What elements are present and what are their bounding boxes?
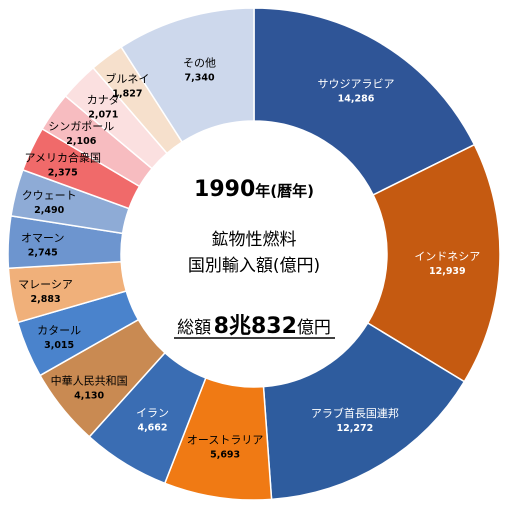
slice-value-14: 7,340 [185,72,215,83]
total-line: 総額 8兆832億円 [177,314,331,339]
slice-value-8: 2,745 [28,248,58,259]
slice-label-10: アメリカ合衆国 [25,151,101,165]
slice-label-11: シンガポール [48,120,114,133]
labels-group: サウジアラビア 14,286 インドネシア 12,939 アラブ首長国連邦 12,272 オ… [18,56,480,460]
title-year: 1990 [194,177,255,202]
slice-label-8: オマーン [21,232,64,245]
donut-hole [121,121,387,387]
slice-label-1: インドネシア [414,250,480,263]
slice-label-3: オーストラリア [187,433,263,446]
title-year-line: 1990年(暦年) [194,177,314,202]
slice-value-13: 1,827 [112,89,142,100]
slice-label-7: マレーシア [18,278,73,291]
total-value: 8兆832 [214,314,297,339]
slice-label-9: クウェート [22,189,77,202]
center-title-group: 1990年(暦年) 鉱物性燃料 国別輸入額(億円) 総額 8兆832億円 [174,177,335,339]
total-label: 総額 [177,318,211,338]
slice-value-10: 2,375 [48,168,78,179]
slice-label-6: カタール [37,324,81,337]
slice-label-13: ブルネイ [105,72,149,86]
slice-value-11: 2,106 [66,136,96,147]
slice-label-5: 中華人民共和国 [51,374,128,387]
title-line1: 鉱物性燃料 [212,230,297,250]
slice-label-12: カナダ [87,93,120,107]
title-year-suffix: 年(暦年) [255,182,314,200]
slice-value-9: 2,490 [34,205,64,216]
slice-value-7: 2,883 [31,294,61,305]
slice-label-0: サウジアラビア [318,78,395,91]
slice-value-3: 5,693 [210,449,240,460]
slice-value-2: 12,272 [337,423,374,434]
slice-value-1: 12,939 [429,266,466,277]
total-unit: 億円 [297,318,331,338]
slice-value-0: 14,286 [338,94,375,105]
slice-value-6: 3,015 [44,340,74,351]
slice-value-12: 2,071 [88,110,118,121]
slice-label-2: アラブ首長国連邦 [311,406,399,420]
slice-value-4: 4,662 [137,423,167,434]
slice-label-4: イラン [136,407,169,420]
slice-label-14: その他 [183,56,216,69]
slice-value-5: 4,130 [74,390,104,401]
title-line2: 国別輸入額(億円) [188,256,320,276]
slices-group [7,7,501,501]
